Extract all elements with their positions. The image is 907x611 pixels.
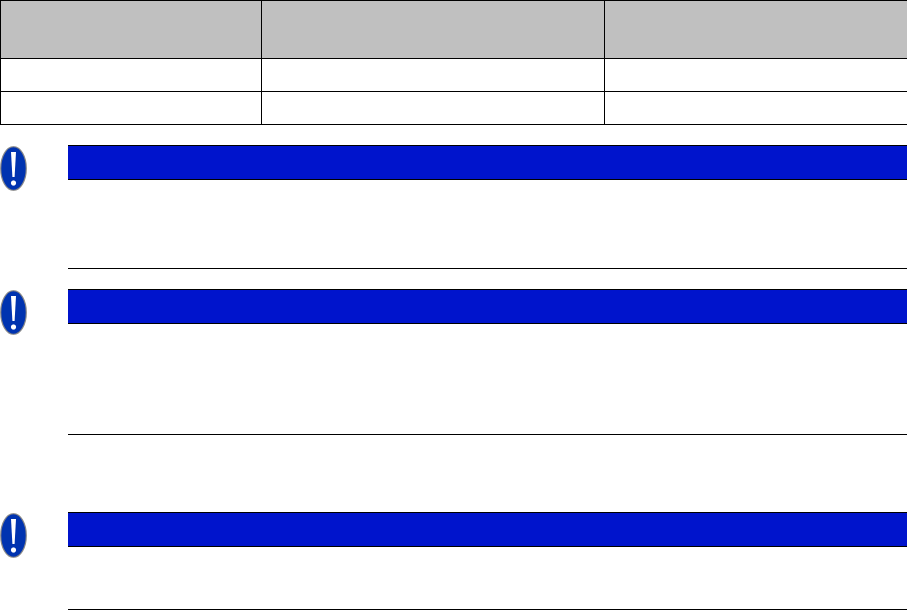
notice-title-bar xyxy=(68,145,907,180)
notice-title-bar xyxy=(68,289,907,324)
exclamation-icon xyxy=(0,290,27,335)
exclamation-icon xyxy=(0,513,27,558)
table-row xyxy=(0,91,907,125)
notice-divider xyxy=(68,434,907,435)
table-header-cell xyxy=(0,0,262,59)
table-cell xyxy=(604,91,907,125)
table-cell xyxy=(261,58,605,92)
table-header-cell xyxy=(261,0,605,59)
table-cell xyxy=(0,91,262,125)
notice-title-bar xyxy=(68,512,907,547)
exclamation-icon xyxy=(0,146,27,191)
data-table xyxy=(0,0,907,125)
table-cell xyxy=(0,58,262,92)
notice-divider xyxy=(68,609,907,610)
table-header-row xyxy=(0,0,907,59)
table-cell xyxy=(604,58,907,92)
table-row xyxy=(0,58,907,92)
notice-divider xyxy=(68,268,907,269)
table-header-cell xyxy=(604,0,907,59)
table-cell xyxy=(261,91,605,125)
